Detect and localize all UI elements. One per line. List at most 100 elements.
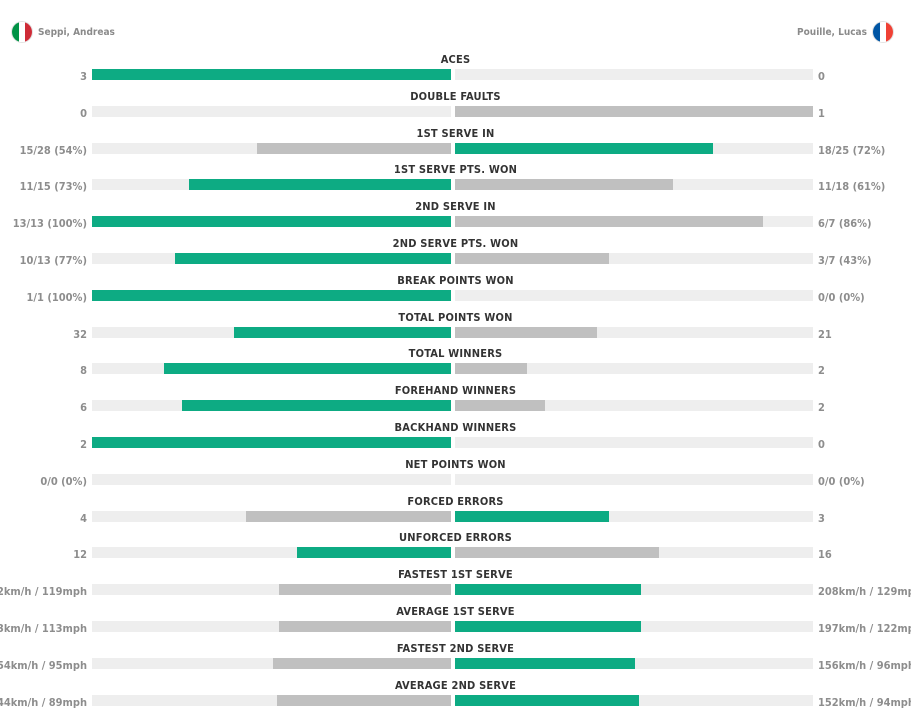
- stat-bar-right: [455, 142, 713, 154]
- stat-track-left: [92, 620, 451, 632]
- stat-label: FORCED ERRORS: [407, 494, 504, 508]
- player-right: Pouille, Lucas: [797, 22, 893, 42]
- stat-label: FASTEST 1ST SERVE: [398, 568, 513, 582]
- player-name-right: Pouille, Lucas: [797, 26, 867, 38]
- stat-value-left: 2: [80, 437, 87, 451]
- stat-value-right: 2: [818, 401, 825, 415]
- stat-track-left: [92, 547, 451, 559]
- stat-value-left: 8: [80, 364, 87, 378]
- stat-track-left: [92, 142, 451, 154]
- stat-bar-right: [455, 363, 527, 375]
- header: Seppi, Andreas Pouille, Lucas: [0, 0, 911, 60]
- stat-row: AVERAGE 1ST SERVE 183km/h / 113mph 197km/h…: [0, 605, 911, 642]
- stat-label: FOREHAND WINNERS: [394, 384, 517, 398]
- stat-track-right: [455, 510, 813, 522]
- stat-track-right: [455, 105, 813, 117]
- stat-track-left: [92, 510, 451, 522]
- flag-stripe: [879, 22, 887, 42]
- stat-value-right: 16: [818, 548, 832, 562]
- stat-track-left: [92, 694, 451, 706]
- stat-label: TOTAL POINTS WON: [398, 310, 513, 324]
- flag-stripe: [886, 22, 893, 42]
- stat-bar-right: [455, 694, 639, 706]
- stat-value-left: 6: [80, 401, 87, 415]
- stat-bar-right: [455, 584, 642, 596]
- stat-value-right: 21: [818, 327, 832, 341]
- stat-row: FORCED ERRORS 4 3: [0, 495, 911, 532]
- stat-bar-left: [92, 436, 451, 448]
- stat-bar-right: [455, 179, 674, 191]
- stat-value-right: 0: [818, 70, 825, 83]
- stat-track-left: [92, 584, 451, 596]
- stat-value-left: 183km/h / 113mph: [0, 621, 87, 635]
- stat-track-left: [92, 289, 451, 301]
- stat-label: TOTAL WINNERS: [408, 347, 503, 361]
- stat-bar-left: [163, 363, 451, 375]
- stat-bar-left: [246, 510, 451, 522]
- stat-row: TOTAL WINNERS 8 2: [0, 347, 911, 384]
- stat-value-left: 3: [80, 70, 87, 83]
- stat-value-left: 0: [80, 106, 87, 120]
- stat-bar-left: [174, 252, 451, 264]
- stat-value-right: 3: [818, 511, 825, 525]
- stat-label: 2ND SERVE PTS. WON: [392, 236, 519, 250]
- stat-row: 2ND SERVE IN 13/13 (100%) 6/7 (86%): [0, 200, 911, 237]
- france-flag-icon: [873, 22, 893, 42]
- stat-track-right: [455, 289, 813, 301]
- stat-track-left: [92, 105, 451, 117]
- stat-value-right: 197km/h / 122mph: [818, 621, 911, 635]
- stat-track-right: [455, 252, 813, 264]
- stat-bar-right: [455, 547, 660, 559]
- stat-value-left: 0/0 (0%): [40, 474, 87, 488]
- stat-value-left: 192km/h / 119mph: [0, 585, 87, 599]
- stat-value-right: 208km/h / 129mph: [818, 585, 911, 599]
- stat-value-left: 4: [80, 511, 87, 525]
- stat-value-right: 11/18 (61%): [818, 180, 886, 194]
- stat-label: 2ND SERVE IN: [415, 200, 496, 214]
- stat-track-right: [455, 69, 813, 80]
- stat-bar-left: [92, 69, 451, 80]
- stat-value-right: 3/7 (43%): [818, 253, 872, 267]
- stat-track-right: [455, 657, 813, 669]
- player-name-left: Seppi, Andreas: [38, 26, 115, 38]
- stat-bar-left: [272, 657, 451, 669]
- stat-value-left: 11/15 (73%): [19, 180, 87, 194]
- stats-list: ACES 3 0 DOUBLE FAULTS 0 1 1ST SERVE IN 15/28 (…: [0, 53, 911, 715]
- stat-row: FOREHAND WINNERS 6 2: [0, 384, 911, 421]
- stat-row: 1ST SERVE PTS. WON 11/15 (73%) 11/18 (61%): [0, 163, 911, 200]
- stat-track-left: [92, 179, 451, 191]
- stat-row: BACKHAND WINNERS 2 0: [0, 421, 911, 458]
- stat-row: DOUBLE FAULTS 0 1: [0, 90, 911, 127]
- stat-track-right: [455, 547, 813, 559]
- stat-value-right: 0/0 (0%): [818, 290, 865, 304]
- stat-value-right: 1: [818, 106, 825, 120]
- player-left: Seppi, Andreas: [12, 22, 115, 42]
- stat-value-right: 0: [818, 437, 825, 451]
- stat-row: TOTAL POINTS WON 32 21: [0, 311, 911, 348]
- stat-label: 1ST SERVE PTS. WON: [393, 163, 518, 177]
- stat-label: BACKHAND WINNERS: [394, 420, 517, 434]
- stat-label: AVERAGE 2ND SERVE: [394, 678, 517, 692]
- stat-track-left: [92, 69, 451, 80]
- stat-value-left: 12: [73, 548, 87, 562]
- stat-bar-left: [92, 216, 451, 228]
- stat-bar-right: [455, 252, 609, 264]
- stat-track-left: [92, 657, 451, 669]
- stat-row: FASTEST 2ND SERVE 154km/h / 95mph 156km/h …: [0, 642, 911, 679]
- stat-track-right: [455, 620, 813, 632]
- stat-bar-right: [455, 657, 636, 669]
- stat-bar-left: [257, 142, 451, 154]
- stat-track-right: [455, 216, 813, 228]
- stat-bar-left: [297, 547, 451, 559]
- stat-row: BREAK POINTS WON 1/1 (100%) 0/0 (0%): [0, 274, 911, 311]
- stat-track-right: [455, 694, 813, 706]
- stat-value-right: 18/25 (72%): [818, 143, 886, 157]
- stat-value-right: 6/7 (86%): [818, 217, 872, 231]
- stat-track-right: [455, 179, 813, 191]
- stat-bar-left: [234, 326, 451, 338]
- stat-track-left: [92, 436, 451, 448]
- stat-label: ACES: [440, 53, 471, 66]
- stat-row: 1ST SERVE IN 15/28 (54%) 18/25 (72%): [0, 127, 911, 164]
- stat-value-left: 15/28 (54%): [19, 143, 87, 157]
- stat-bar-left: [92, 289, 451, 301]
